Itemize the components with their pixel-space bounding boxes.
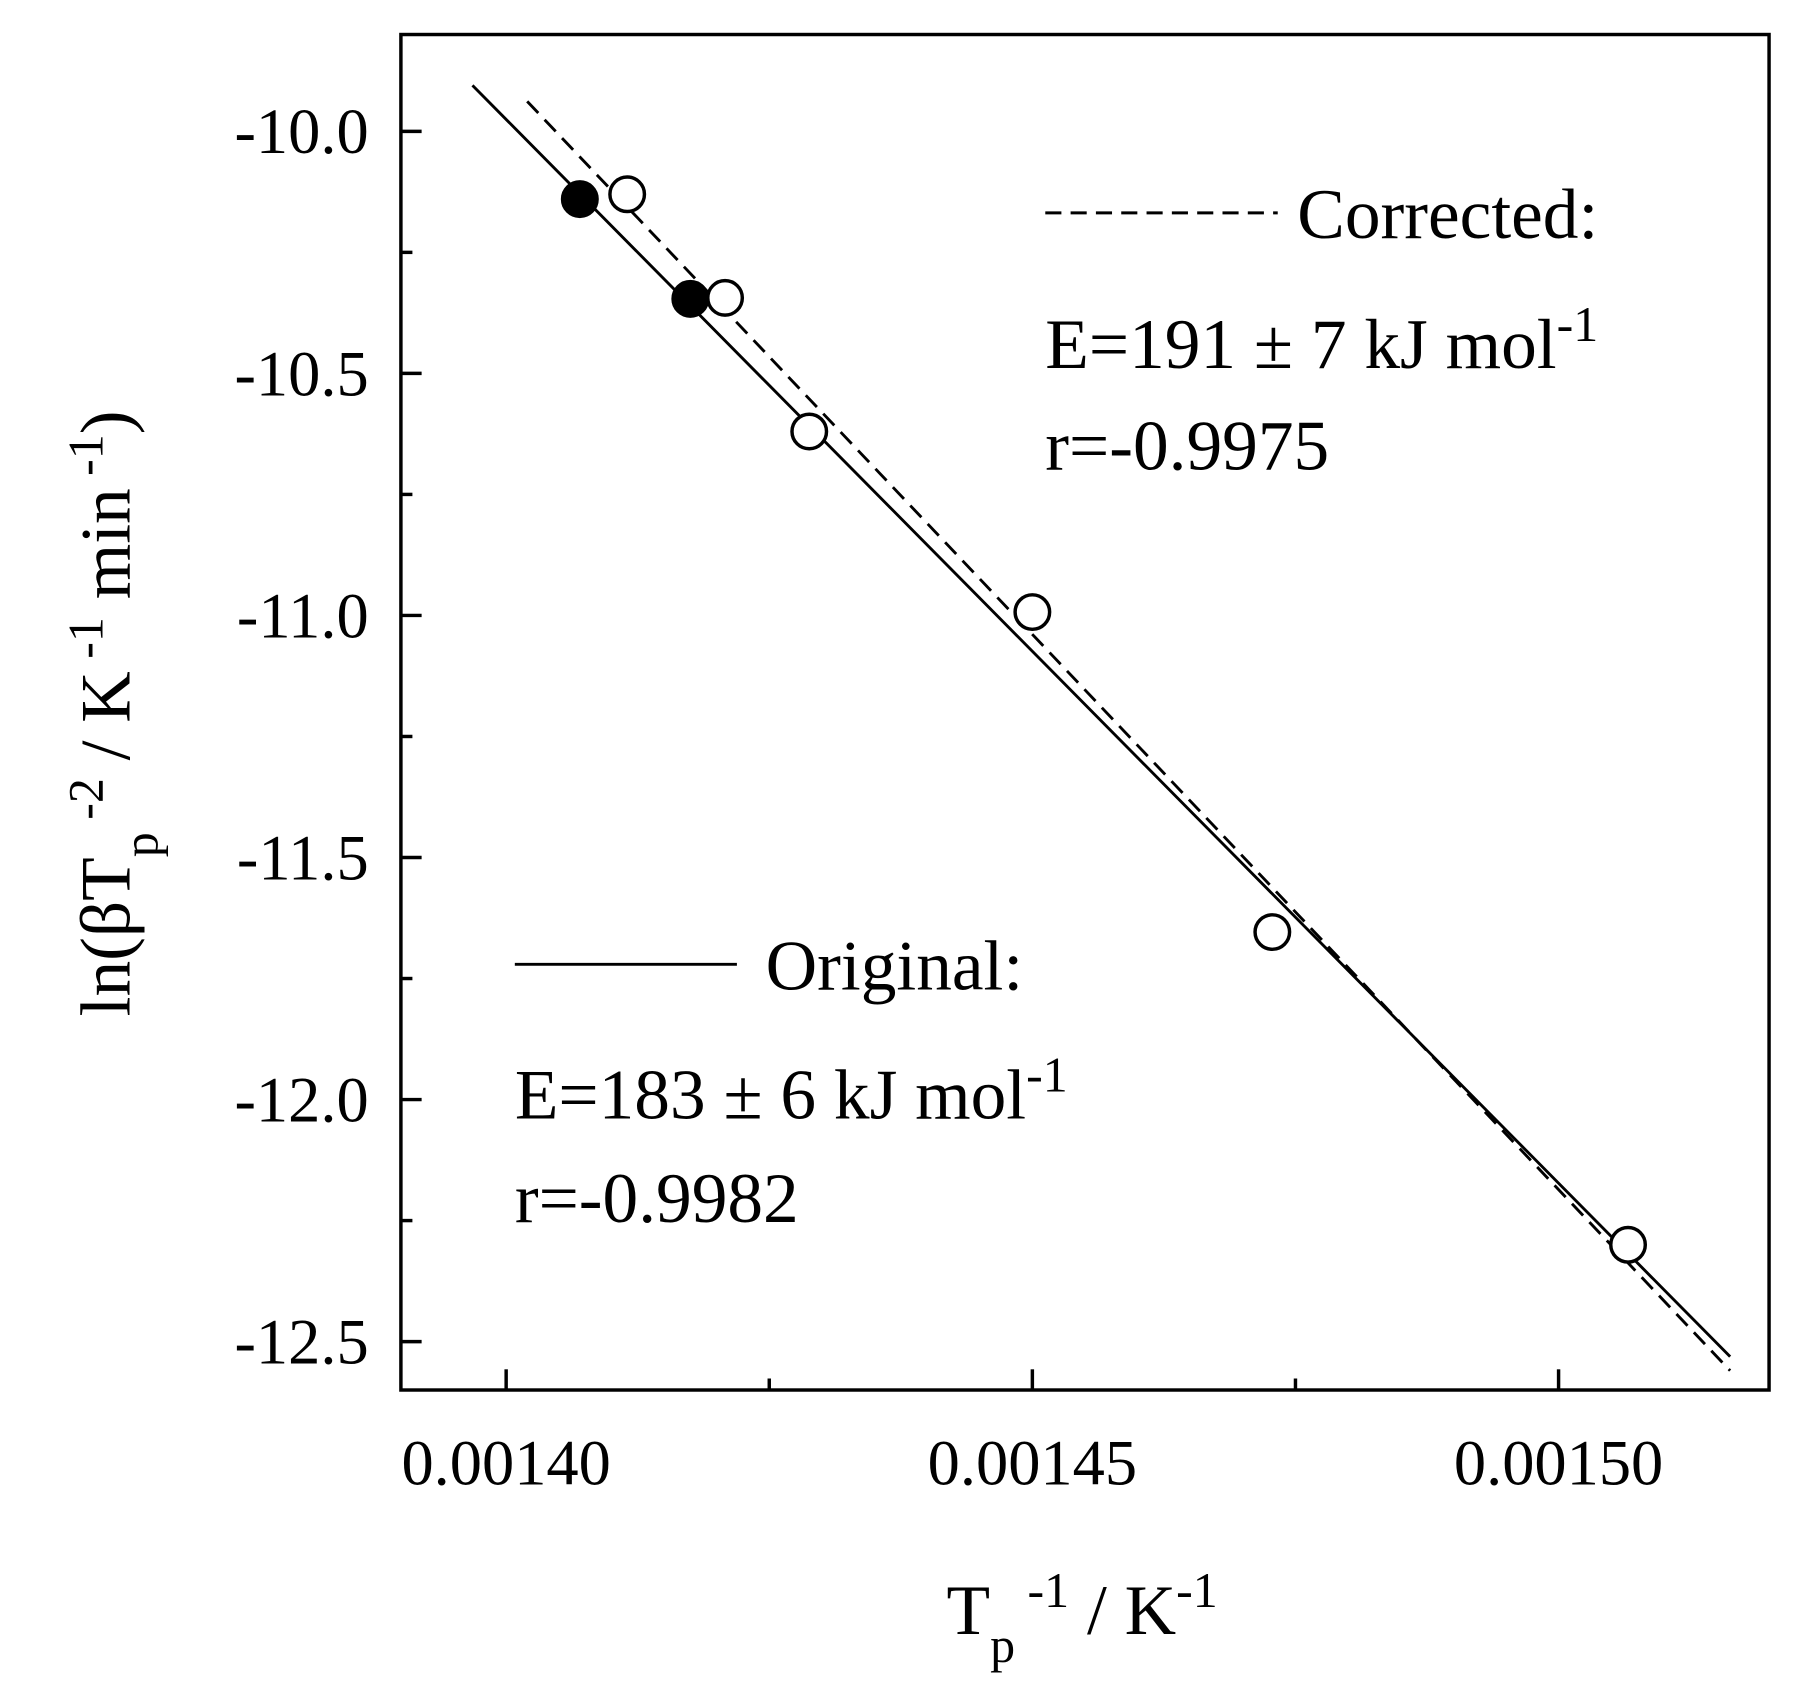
data-point — [706, 278, 745, 317]
data-point — [1609, 1225, 1648, 1264]
x-tick-label: 0.00145 — [928, 1427, 1137, 1498]
legend-label: Corrected: — [1297, 175, 1598, 254]
data-point — [560, 180, 599, 219]
annotation-part: E=183 ± 6 kJ mol — [515, 1055, 1026, 1134]
y-axis-label-part: ln(βT — [66, 857, 145, 1016]
data-point — [671, 279, 710, 318]
x-tick-label: 0.00140 — [401, 1427, 610, 1498]
y-axis-label-part: -1 — [58, 434, 113, 488]
y-tick-label: -11.0 — [237, 580, 369, 651]
y-axis-label-part: / K — [66, 671, 145, 778]
data-point — [1253, 913, 1292, 952]
y-tick-label: -11.5 — [237, 822, 369, 893]
y-axis-label-part: min — [66, 488, 145, 617]
annotation: r=-0.9975 — [1045, 406, 1329, 485]
x-axis-label-part: -1 — [1176, 1562, 1218, 1617]
y-tick-label: -10.0 — [234, 96, 368, 167]
annotation: E=183 ± 6 kJ mol-1 — [515, 1047, 1068, 1135]
legend-label: Original: — [766, 927, 1024, 1006]
annotation: r=-0.9982 — [515, 1159, 799, 1238]
y-tick-label: -10.5 — [234, 338, 368, 409]
x-tick-label: 0.00150 — [1454, 1427, 1663, 1498]
annotation-part: r=-0.9982 — [515, 1159, 799, 1238]
data-point — [608, 175, 647, 214]
y-axis-label-part: -1 — [58, 617, 113, 671]
x-axis-label: Tp -1 / K-1 — [946, 1562, 1217, 1672]
y-axis-label-part: -2 — [58, 778, 113, 832]
annotation-part: r=-0.9975 — [1045, 406, 1329, 485]
y-tick-label: -12.0 — [234, 1064, 368, 1135]
plot-frame — [399, 32, 1771, 1392]
x-axis-label-part: T — [946, 1571, 990, 1650]
y-axis-label: ln(βTp -2 / K -1 min -1) — [58, 410, 168, 1016]
y-axis-label-part: ) — [66, 410, 145, 434]
data-point — [1013, 593, 1052, 632]
x-axis-label-part: / K — [1069, 1571, 1176, 1650]
data-point — [790, 412, 829, 451]
annotation-part: -1 — [1557, 297, 1599, 352]
x-axis-label-part: p — [990, 1617, 1015, 1672]
annotation: E=191 ± 7 kJ mol-1 — [1045, 297, 1598, 384]
annotation-part: E=191 ± 7 kJ mol — [1045, 305, 1556, 384]
x-axis-label-part: -1 — [1015, 1562, 1069, 1617]
annotation-part: -1 — [1026, 1047, 1068, 1102]
y-tick-label: -12.5 — [234, 1306, 368, 1377]
y-axis-label-part: p — [113, 832, 168, 857]
